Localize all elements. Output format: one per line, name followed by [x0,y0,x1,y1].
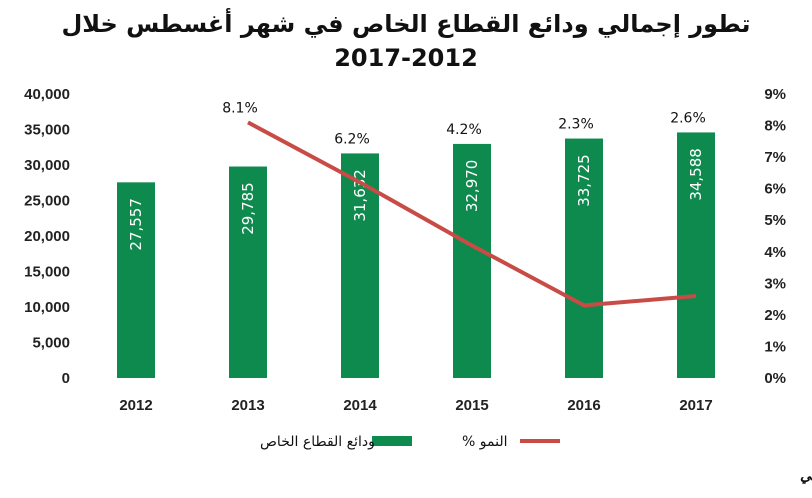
left-tick-label: 30,000 [24,157,70,174]
bar [677,132,715,378]
bar-value-label: 27,557 [127,198,145,251]
growth-point-label: 6.2% [334,131,370,147]
left-tick-label: 40,000 [24,86,70,103]
growth-point-label: 2.6% [670,110,706,126]
x-axis: 2012 2013 2014 2015 2016 2017 [119,397,712,414]
left-tick-label: 20,000 [24,228,70,245]
right-tick-label: 9% [764,86,786,103]
line-series: 8.1% 6.2% 4.2% 2.3% 2.6% [222,100,706,308]
bar-value-label: 33,725 [575,154,593,207]
legend-line-label: % النمو [462,434,507,450]
bar-value-label: 34,588 [687,148,705,201]
bar-value-label: 32,970 [463,160,481,213]
bar-labels: 27,557 29,785 31,632 32,970 33,725 34,588 [127,148,705,250]
right-tick-label: 3% [764,275,786,292]
category-label: 2015 [455,397,488,414]
chart-subtitle: 2017-2012 [334,44,478,72]
growth-line [247,120,697,308]
category-label: 2012 [119,397,152,414]
legend-bar-swatch [372,436,412,446]
left-tick-label: 35,000 [24,122,70,139]
bar [229,166,267,378]
bar-value-label: 31,632 [351,169,369,222]
category-label: 2013 [231,397,264,414]
bar [565,138,603,378]
category-label: 2017 [679,397,712,414]
right-tick-label: 4% [764,244,786,261]
right-tick-label: 7% [764,149,786,166]
chart-title: تطور إجمالي ودائع القطاع الخاص في شهر أغ… [61,8,750,38]
category-label: 2014 [343,397,377,414]
left-tick-label: 15,000 [24,264,70,281]
bar [453,143,491,378]
left-tick-label: 25,000 [24,193,70,210]
left-tick-label: 5,000 [32,335,70,352]
right-axis: 0% 1% 2% 3% 4% 5% 6% 7% 8% 9% [764,86,786,387]
left-tick-label: 0 [62,370,70,387]
legend: ودائع القطاع الخاص % النمو [260,434,560,450]
left-axis: 0 5,000 10,000 15,000 20,000 25,000 30,000 35,0… [24,86,70,387]
legend-bar-label: ودائع القطاع الخاص [260,434,375,450]
bar [117,182,155,378]
right-tick-label: 2% [764,307,786,324]
right-tick-label: 0% [764,370,786,387]
right-tick-label: 5% [764,212,786,229]
growth-point-label: 8.1% [222,100,258,116]
right-tick-label: 6% [764,181,786,198]
right-tick-label: 1% [764,338,786,355]
growth-point-label: 2.3% [558,117,594,133]
source-note: المصدر: بنك الكويت المركزي، بيت التمويل … [800,468,812,484]
growth-point-label: 4.2% [446,122,482,138]
right-tick-label: 8% [764,118,786,135]
bar-value-label: 29,785 [239,182,257,235]
left-tick-label: 10,000 [24,299,70,316]
category-label: 2016 [567,397,600,414]
bar-series [117,132,715,378]
